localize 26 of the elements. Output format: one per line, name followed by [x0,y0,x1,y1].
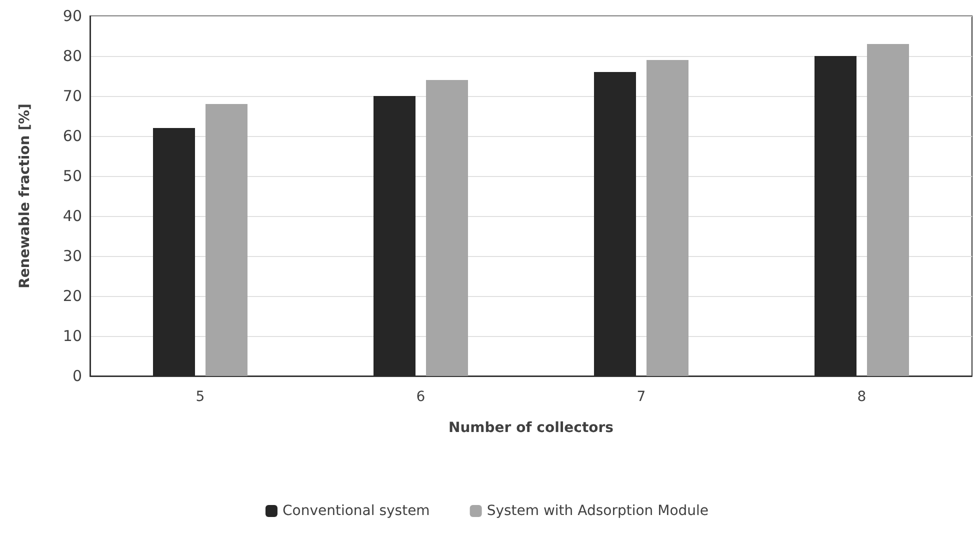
x-tick-label: 8 [857,389,866,405]
bar [814,56,856,376]
bar [646,60,688,376]
x-axis-title: Number of collectors [448,420,614,436]
y-tick-label: 30 [62,247,82,265]
bar [426,80,468,376]
x-tick-label: 6 [416,389,426,405]
y-tick-label: 80 [62,47,82,65]
legend-label: System with Adsorption Module [486,503,709,519]
bar [374,96,416,376]
y-tick-label: 90 [62,7,82,25]
bar [594,72,636,376]
y-tick-label: 10 [62,327,82,345]
x-tick-label: 7 [636,389,646,405]
y-tick-label: 20 [62,287,82,305]
y-axis-title: Renewable fraction [%] [17,104,33,288]
bar [206,104,248,376]
legend-label: Conventional system [282,503,430,519]
y-tick-label: 0 [72,367,82,385]
y-tick-label: 40 [62,207,82,225]
bar [153,128,195,376]
bar [867,44,909,376]
x-tick-label: 5 [196,389,205,405]
y-tick-label: 60 [62,127,82,145]
y-tick-label: 70 [62,87,82,105]
y-tick-label: 50 [62,167,82,185]
